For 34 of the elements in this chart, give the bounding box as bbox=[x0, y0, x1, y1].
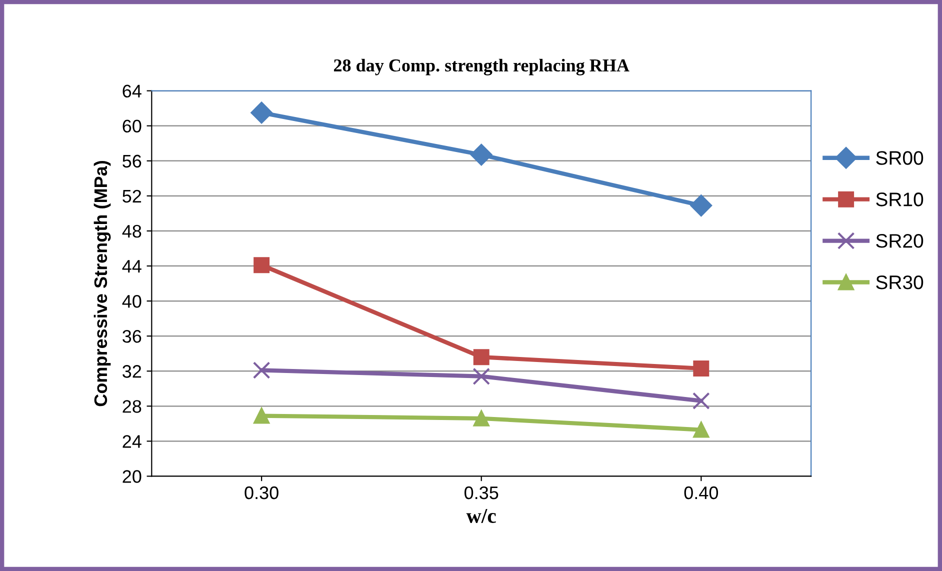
y-tick-label: 52 bbox=[122, 190, 142, 203]
point bbox=[473, 349, 490, 366]
x-tick-label: 0.30 bbox=[244, 486, 278, 500]
y-tick-label: 64 bbox=[122, 84, 142, 98]
point bbox=[472, 368, 490, 386]
point bbox=[473, 410, 490, 426]
y-tick-label: 28 bbox=[122, 400, 142, 413]
x-tick-label: 0.35 bbox=[464, 486, 498, 500]
chart-title: 28 day Comp. strength replacing RHA bbox=[334, 58, 630, 76]
y-tick-label: 32 bbox=[122, 365, 142, 378]
y-tick-label: 60 bbox=[122, 120, 142, 133]
y-axis-title: Compressive Strength (MPa) bbox=[94, 160, 111, 406]
y-tick-label: 44 bbox=[122, 260, 142, 273]
y-tick-label: 56 bbox=[122, 154, 142, 168]
point bbox=[693, 422, 710, 438]
point bbox=[470, 144, 492, 166]
point bbox=[693, 360, 710, 376]
y-tick-label: 40 bbox=[122, 294, 142, 308]
y-tick-label: 36 bbox=[122, 330, 142, 343]
point bbox=[254, 257, 270, 274]
x-axis-title: w/c bbox=[466, 509, 496, 523]
x-tick-label: 0.40 bbox=[684, 486, 718, 500]
legend-label: SR00 bbox=[876, 151, 924, 165]
point bbox=[252, 362, 270, 379]
y-tick-label: 20 bbox=[122, 470, 142, 483]
point bbox=[692, 392, 710, 410]
point bbox=[254, 408, 270, 424]
y-tick-label: 48 bbox=[122, 224, 142, 238]
point bbox=[690, 194, 712, 216]
y-tick-label: 24 bbox=[122, 435, 142, 448]
point bbox=[250, 102, 272, 124]
legend-label: SR30 bbox=[876, 275, 924, 290]
legend-label: SR20 bbox=[876, 234, 924, 248]
legend-label: SR10 bbox=[876, 192, 924, 206]
